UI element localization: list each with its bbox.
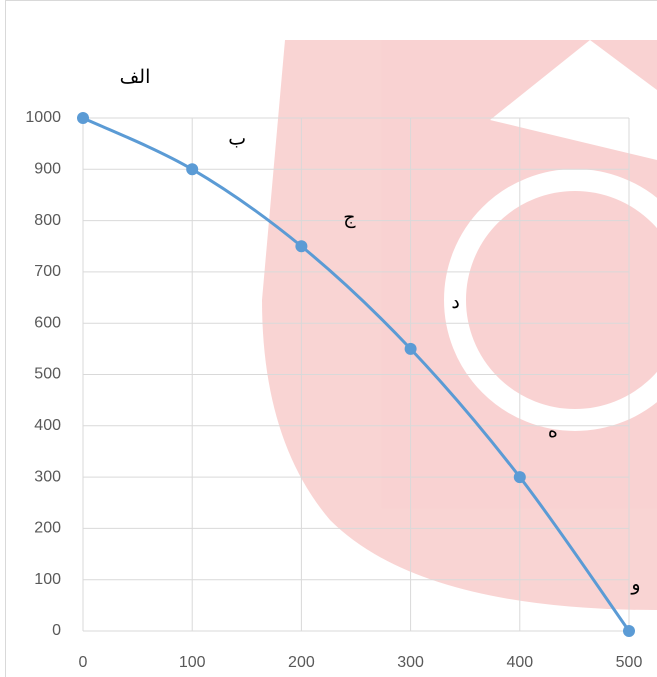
watermark bbox=[262, 40, 657, 610]
y-tick-label: 600 bbox=[34, 314, 61, 331]
y-tick-label: 900 bbox=[34, 161, 61, 178]
y-tick-label: 800 bbox=[34, 212, 61, 229]
x-tick-label: 200 bbox=[288, 654, 315, 671]
y-tick-label: 300 bbox=[34, 468, 61, 485]
y-tick-label: 400 bbox=[34, 417, 61, 434]
y-tick-label: 200 bbox=[34, 520, 61, 537]
data-point bbox=[186, 163, 199, 176]
y-tick-label: 0 bbox=[52, 622, 61, 639]
point-label: ب bbox=[228, 127, 246, 149]
data-point bbox=[404, 342, 417, 355]
y-tick-label: 700 bbox=[34, 263, 61, 280]
x-tick-label: 500 bbox=[616, 654, 643, 671]
y-tick-label: 500 bbox=[34, 366, 61, 383]
data-point bbox=[513, 471, 526, 484]
point-label: و bbox=[630, 573, 640, 595]
point-label: ج bbox=[343, 206, 356, 228]
point-label: الف bbox=[120, 66, 151, 88]
chart-frame bbox=[5, 0, 657, 677]
point-label: ه bbox=[548, 420, 558, 442]
data-point bbox=[623, 625, 635, 637]
y-tick-label: 100 bbox=[34, 571, 61, 588]
x-tick-label: 0 bbox=[79, 654, 88, 671]
x-tick-label: 400 bbox=[506, 654, 533, 671]
data-point bbox=[295, 240, 308, 253]
x-tick-label: 100 bbox=[179, 654, 206, 671]
point-label: د bbox=[451, 291, 459, 313]
y-tick-label: 1000 bbox=[25, 109, 61, 126]
data-point bbox=[77, 112, 89, 124]
x-tick-label: 300 bbox=[397, 654, 424, 671]
